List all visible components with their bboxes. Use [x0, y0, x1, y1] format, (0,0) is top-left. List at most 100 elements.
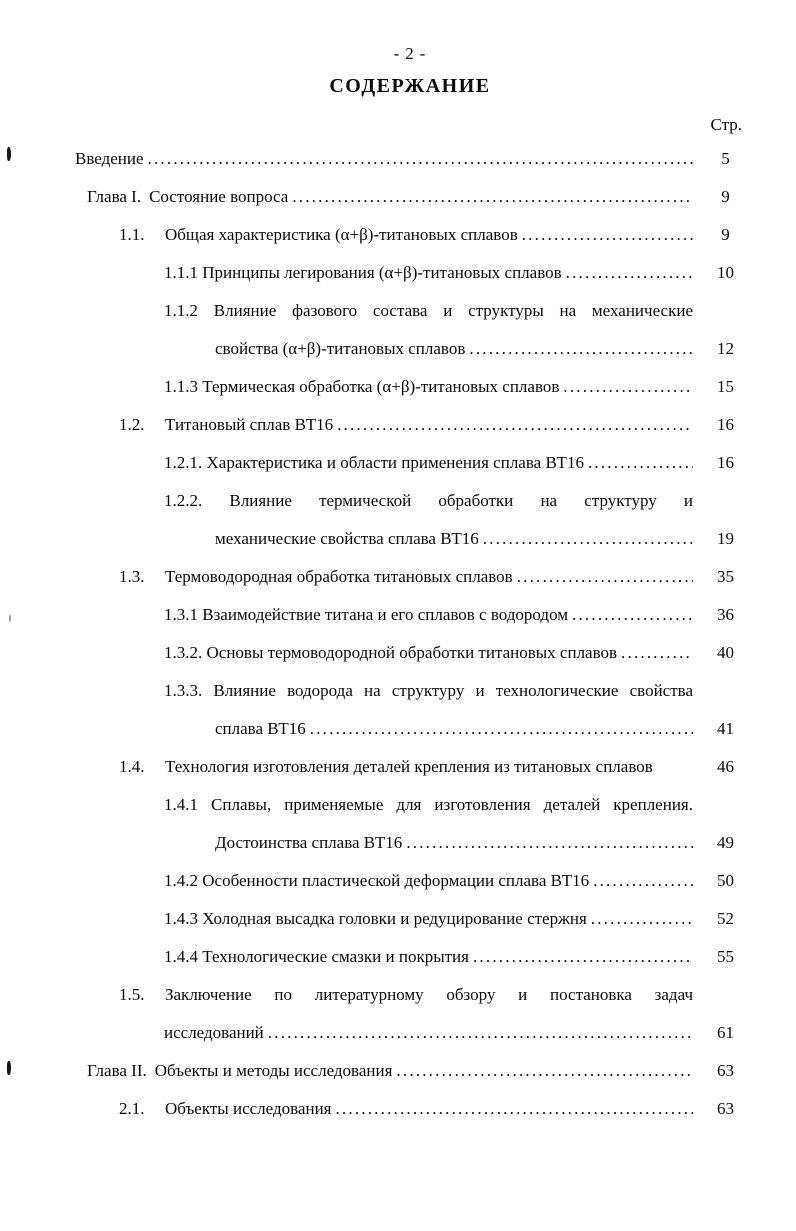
dot-leader: ........................................…: [267, 1023, 693, 1042]
toc-entry-text: свойства (α+β)-титановых сплавов: [215, 339, 466, 358]
toc-entry-text: 1.1.2 Влияние фазового состава и структу…: [164, 301, 693, 320]
toc-page-number: 16: [717, 453, 734, 472]
toc-row: 1.3. Термоводородная обработка титановых …: [0, 558, 796, 596]
page-title: СОДЕРЖАНИЕ: [329, 75, 491, 97]
toc-page-number: 16: [717, 415, 734, 434]
dot-leader: ........................................…: [335, 1099, 693, 1118]
toc-entry-text: 1.4.2 Особенности пластической деформаци…: [164, 871, 590, 890]
toc-page-number: 12: [717, 339, 734, 358]
toc-row: 1.5. Заключение по литературному обзору и…: [0, 976, 796, 1014]
toc-entry-number: 1.4.: [119, 757, 145, 776]
toc-row: Глава I. Состояние вопроса...............…: [0, 178, 796, 216]
toc-row: 1.3.1 Взаимодействие титана и его сплаво…: [0, 596, 796, 634]
toc-page-number: 52: [717, 909, 734, 928]
toc-row: сплава ВТ16.............................…: [0, 710, 796, 748]
toc-entry-text: 1.3.2. Основы термоводородной обработки …: [164, 643, 618, 662]
toc-row: 1.1.1 Принципы легирования (α+β)-титанов…: [0, 254, 796, 292]
toc-row: 1.4.2 Особенности пластической деформаци…: [0, 862, 796, 900]
dot-leader: ........................................…: [593, 871, 693, 890]
scan-artifact: [7, 1061, 11, 1075]
toc-row: 1.4.1 Сплавы, применяемые для изготовлен…: [0, 786, 796, 824]
toc-page-number: 19: [717, 529, 734, 548]
toc-entry-text: сплава ВТ16: [215, 719, 306, 738]
toc-page-number: 10: [717, 263, 734, 282]
toc-entry-number: 1.1.: [119, 225, 145, 244]
dot-leader: ........................................…: [521, 225, 693, 244]
toc-row: 1.1.3 Термическая обработка (α+β)-титано…: [0, 368, 796, 406]
toc-entry-text: 1.4.3 Холодная высадка головки и редуцир…: [164, 909, 587, 928]
dot-leader: ........................................…: [147, 149, 693, 168]
toc-row: 1.1. Общая характеристика (α+β)-титановых…: [0, 216, 796, 254]
toc-entry-text: Термоводородная обработка титановых спла…: [165, 567, 513, 586]
dot-leader: ........................................…: [590, 909, 693, 928]
toc-entry-text: 1.4.1 Сплавы, применяемые для изготовлен…: [164, 795, 693, 814]
toc-entry-text: 1.3.1 Взаимодействие титана и его сплаво…: [164, 605, 569, 624]
toc-page-number: 50: [717, 871, 734, 890]
toc-entry-text: Состояние вопроса: [149, 187, 289, 206]
dot-leader: ........................................…: [565, 263, 693, 282]
toc-entry-text: Заключение по литературному обзору и пос…: [165, 985, 693, 1004]
toc-page-number: 5: [721, 149, 730, 168]
toc-entry-text: 1.4.4 Технологические смазки и покрытия: [164, 947, 469, 966]
dot-leader: ........................................…: [406, 833, 693, 852]
toc-entry-text: 1.3.3. Влияние водорода на структуру и т…: [164, 681, 693, 700]
toc-page-number: 63: [717, 1099, 734, 1118]
toc-row: Глава II. Объекты и методы исследования..…: [0, 1052, 796, 1090]
toc-row: 1.1.2 Влияние фазового состава и структу…: [0, 292, 796, 330]
toc-row: Введение................................…: [0, 140, 796, 178]
toc-page-number: 35: [717, 567, 734, 586]
dot-leader: ........................................…: [337, 415, 693, 434]
dot-leader: ........................................…: [516, 567, 693, 586]
toc-list: Введение................................…: [0, 140, 796, 1128]
toc-row: 1.2.1. Характеристика и области применен…: [0, 444, 796, 482]
toc-entry-text: Введение: [75, 149, 144, 168]
toc-page-number: 9: [721, 187, 730, 206]
dot-leader: ........................................…: [563, 377, 693, 396]
toc-entry-text: механические свойства сплава ВТ16: [215, 529, 479, 548]
toc-entry-number: 2.1.: [119, 1099, 145, 1118]
scan-artifact: [9, 615, 11, 622]
toc-entry-text: Объекты и методы исследования: [154, 1061, 393, 1080]
toc-row: 1.4.4 Технологические смазки и покрытия.…: [0, 938, 796, 976]
toc-entry-number: 1.2.: [119, 415, 145, 434]
toc-page-number: 40: [717, 643, 734, 662]
toc-page-number: 15: [717, 377, 734, 396]
toc-entry-text: Объекты исследования: [165, 1099, 332, 1118]
toc-row: 1.4.3 Холодная высадка головки и редуцир…: [0, 900, 796, 938]
toc-entry-text: Титановый сплав ВТ16: [165, 415, 334, 434]
dot-leader: ........................................…: [472, 947, 693, 966]
toc-row: 1.4. Технология изготовления деталей креп…: [0, 748, 796, 786]
toc-page-number: 36: [717, 605, 734, 624]
toc-entry-number: 1.5.: [119, 985, 145, 1004]
toc-entry-text: Общая характеристика (α+β)-титановых спл…: [165, 225, 518, 244]
toc-entry-number: 1.3.: [119, 567, 145, 586]
toc-entry-text: 1.1.3 Термическая обработка (α+β)-титано…: [164, 377, 560, 396]
toc-entry-text: исследований: [164, 1023, 264, 1042]
toc-row: исследований............................…: [0, 1014, 796, 1052]
page-column-header: Стр.: [710, 115, 742, 134]
toc-page-number: 63: [717, 1061, 734, 1080]
toc-entry-number: Глава II.: [87, 1061, 147, 1080]
dot-leader: ........................................…: [482, 529, 693, 548]
page-number-header: - 2 -: [393, 44, 427, 63]
toc-entry-text: 1.2.1. Характеристика и области применен…: [164, 453, 584, 472]
toc-row: механические свойства сплава ВТ16.......…: [0, 520, 796, 558]
toc-entry-text: Достоинства сплава ВТ16: [215, 833, 403, 852]
toc-entry-text: 1.1.1 Принципы легирования (α+β)-титанов…: [164, 263, 562, 282]
toc-row: 1.3.2. Основы термоводородной обработки …: [0, 634, 796, 672]
toc-entry-number: Глава I.: [87, 187, 142, 206]
dot-leader: ........................................…: [621, 643, 693, 662]
toc-page-number: 41: [717, 719, 734, 738]
toc-row: Достоинства сплава ВТ16.................…: [0, 824, 796, 862]
dot-leader: ........................................…: [396, 1061, 693, 1080]
toc-row: свойства (α+β)-титановых сплавов........…: [0, 330, 796, 368]
dot-leader: ........................................…: [587, 453, 693, 472]
toc-page-number: 49: [717, 833, 734, 852]
dot-leader: ........................................…: [292, 187, 693, 206]
toc-row: 1.2. Титановый сплав ВТ16................…: [0, 406, 796, 444]
toc-row: 1.2.2. Влияние термической обработки на …: [0, 482, 796, 520]
toc-page-number: 61: [717, 1023, 734, 1042]
dot-leader: ........................................…: [469, 339, 693, 358]
toc-page-number: 46: [717, 757, 734, 776]
